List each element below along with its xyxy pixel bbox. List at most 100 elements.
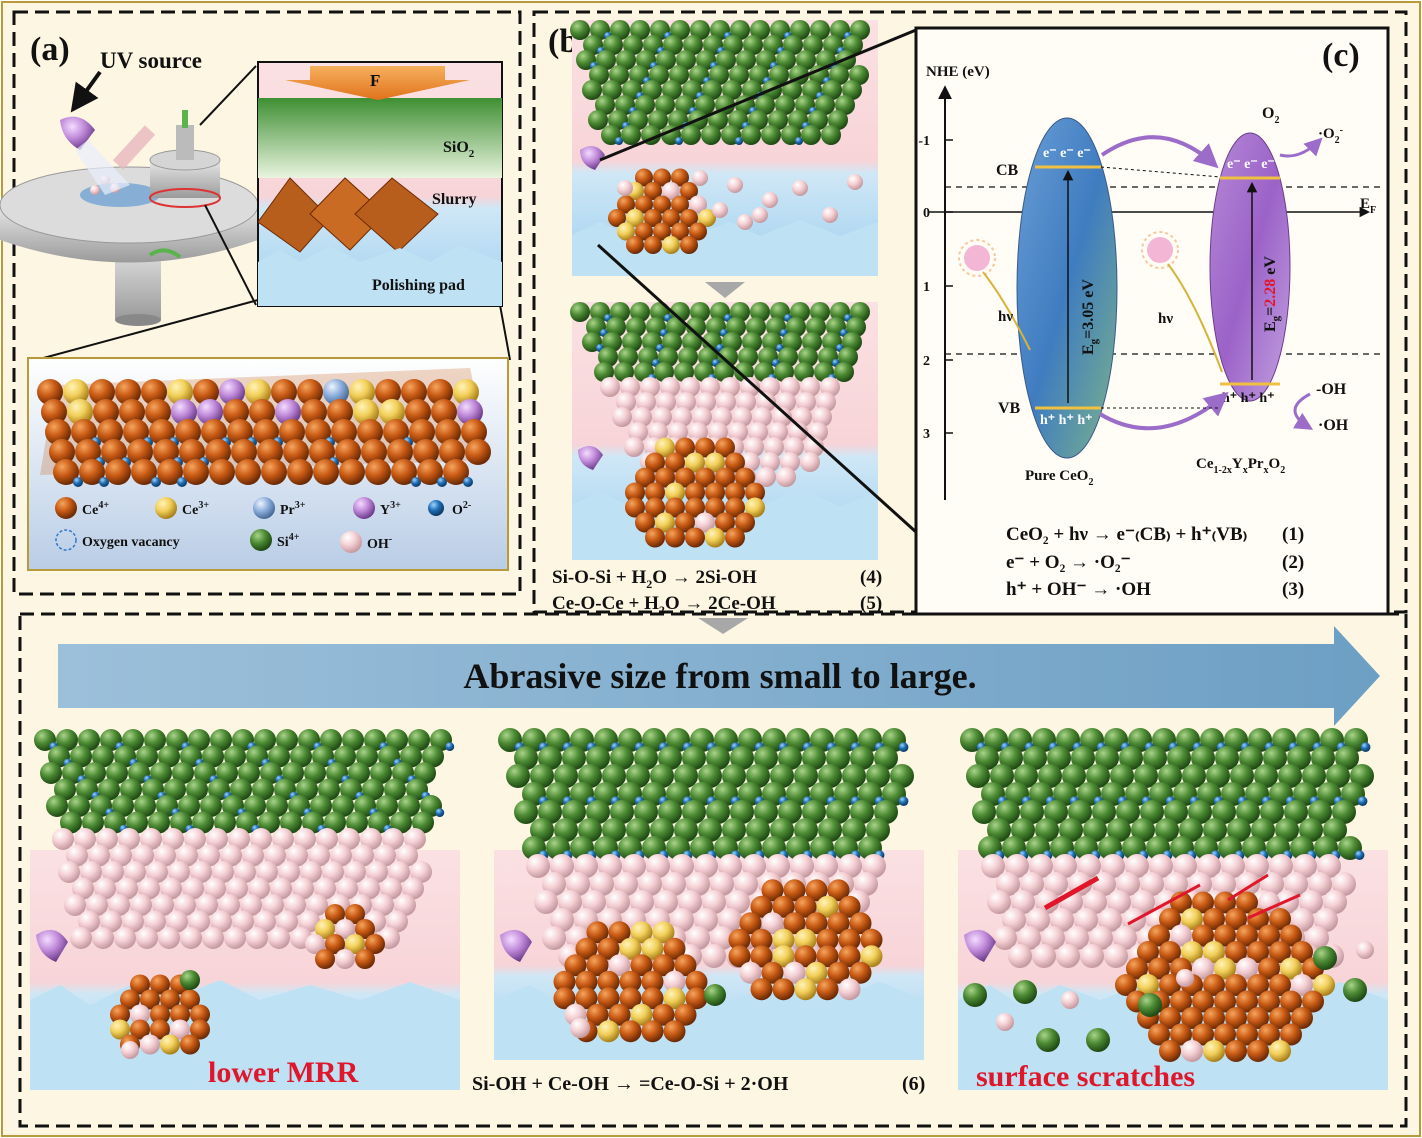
hydroxyl-atom <box>710 872 734 896</box>
hydroxyl-atom <box>124 861 146 883</box>
hydroxyl-atom <box>292 877 314 900</box>
silicon-atom <box>606 317 626 337</box>
hydroxyl-atom <box>308 844 330 867</box>
silicon-atom <box>554 818 578 842</box>
hydroxyl-atom <box>739 961 762 984</box>
ce4-atom <box>653 222 671 241</box>
pure-ceo2-label: Pure CeO2 <box>1025 468 1093 488</box>
silicon-atom <box>714 362 734 382</box>
silicon-atom <box>975 746 999 770</box>
ce4-atom <box>625 482 645 503</box>
hydroxyl-atom <box>708 422 728 442</box>
hydroxyl-atom <box>1101 854 1125 878</box>
hydroxyl-atom <box>268 927 290 949</box>
legend-swatch <box>55 497 77 519</box>
ce4-atom <box>838 928 861 951</box>
hydroxyl-atom <box>122 910 144 933</box>
silicon-atom <box>304 762 326 784</box>
lattice-atom <box>193 379 219 405</box>
lattice-atom <box>413 439 439 465</box>
hydroxyl-atom <box>676 392 696 412</box>
silicon-atom <box>718 347 738 367</box>
silicon-atom <box>210 729 232 751</box>
silicon-atom <box>682 800 706 824</box>
hydroxyl-atom <box>1005 854 1029 878</box>
hydroxyl-atom <box>246 927 268 949</box>
hydroxyl-atom <box>1323 890 1347 914</box>
equation-1-number: (1) <box>1282 524 1304 545</box>
hydroxyl-atom <box>1293 854 1317 878</box>
ce4-atom <box>735 512 755 533</box>
hydroxyl-atom <box>394 894 416 916</box>
silicon-atom <box>408 729 430 751</box>
lattice-atom <box>245 379 271 405</box>
hydroxyl-atom <box>168 861 190 883</box>
lattice-atom <box>63 379 89 405</box>
hydroxyl-atom <box>820 377 840 397</box>
silicon-atom <box>258 811 280 834</box>
ce3-atom <box>1203 941 1225 963</box>
hydroxyl-particle <box>121 1041 139 1059</box>
silicon-atom <box>296 778 318 801</box>
ce4-atom <box>827 879 850 902</box>
lattice-atom <box>387 439 413 465</box>
silicon-atom <box>790 20 810 40</box>
ce4-atom <box>325 904 345 924</box>
hydroxyl-atom <box>748 422 768 442</box>
silicon-atom <box>698 764 722 788</box>
bottom-panel: Abrasive size from small to large. lower… <box>30 626 1388 1095</box>
silicon-atom <box>770 818 794 842</box>
silicon-atom <box>276 729 298 751</box>
hydroxyl-atom <box>146 861 168 883</box>
hydroxyl-atom <box>118 828 140 850</box>
ce4-atom <box>750 928 773 951</box>
hydroxyl-atom <box>1284 872 1308 896</box>
silicon-atom <box>729 65 749 85</box>
silicon-atom <box>706 800 730 824</box>
hydroxyl-particle <box>1356 941 1374 959</box>
ce4-atom <box>644 182 662 200</box>
hydroxyl-atom <box>66 844 88 867</box>
ce3-atom <box>626 209 644 227</box>
hydroxyl-atom <box>278 861 300 883</box>
silicon-atom <box>598 347 618 367</box>
hydroxyl-atom <box>264 844 286 867</box>
silicon-atom <box>742 332 762 352</box>
silicon-atom <box>628 110 648 130</box>
scene-large-abrasive: surface scratches <box>958 728 1388 1093</box>
hydroxyl-particle <box>1061 991 1079 1009</box>
uv-lamp-icon <box>964 929 996 962</box>
hydroxyl-atom <box>550 908 574 932</box>
silicon-atom <box>838 347 858 367</box>
lattice-atom <box>409 419 435 445</box>
silicon-atom <box>778 347 798 367</box>
ce4-atom <box>725 482 745 503</box>
silicon-atom <box>678 347 698 367</box>
hydroxyl-atom <box>314 877 336 900</box>
lattice-atom <box>443 459 469 485</box>
ce3-atom <box>1203 1040 1225 1062</box>
axis-ticks: -1 0 1 2 3 <box>918 134 953 442</box>
lattice-atom <box>141 379 167 405</box>
hydroxyl-atom <box>344 861 366 883</box>
ce4-atom <box>1192 924 1214 947</box>
hydroxyl-atom <box>1011 890 1035 914</box>
ce4-atom <box>1159 1007 1181 1029</box>
lattice-atom <box>379 399 405 425</box>
hydroxyl-atom <box>382 828 404 850</box>
silicon-atom <box>554 764 578 788</box>
hydroxyl-atom <box>608 954 631 977</box>
ce4-atom <box>1148 1023 1170 1046</box>
silicon-atom <box>1143 746 1167 770</box>
silicon-atom <box>709 65 729 85</box>
silicon-atom <box>750 20 770 40</box>
hydroxyl-atom <box>772 407 792 427</box>
doped-ceo2-band <box>1209 132 1291 402</box>
ce4-atom <box>705 497 725 518</box>
silicon-atom <box>670 20 690 40</box>
ce4-atom <box>586 1003 609 1026</box>
hydroxyl-atom <box>862 854 886 878</box>
silicon-atom <box>738 347 758 367</box>
silicon-atom <box>748 110 768 130</box>
